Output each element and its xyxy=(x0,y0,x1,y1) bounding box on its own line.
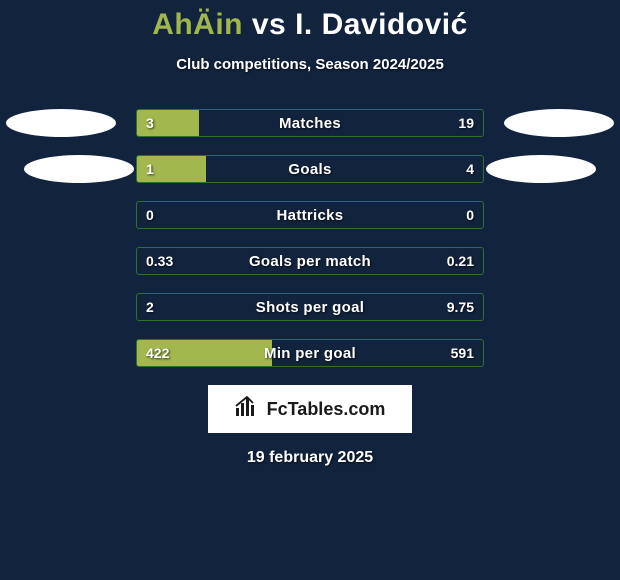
stat-value-left: 0.33 xyxy=(136,247,183,275)
stat-bar: Goals per match xyxy=(136,247,484,275)
stat-bar: Min per goal xyxy=(136,339,484,367)
stat-bar: Hattricks xyxy=(136,201,484,229)
stat-value-left: 0 xyxy=(136,201,164,229)
comparison-rows: Matches3 19 Goals1 4 Hattricks0 0 Goals per ma… xyxy=(0,109,620,367)
comparison-row: Hattricks0 0 xyxy=(0,201,620,229)
comparison-row: Goals per match0.33 0.21 xyxy=(0,247,620,275)
stat-bar: Matches xyxy=(136,109,484,137)
stat-value-right: 0.21 xyxy=(437,247,484,275)
player2-name: I. Davidović xyxy=(295,8,468,41)
stat-label: Matches xyxy=(137,110,483,136)
player2-badge-oval xyxy=(504,109,614,137)
comparison-row: Goals1 4 xyxy=(0,155,620,183)
stat-bar: Shots per goal xyxy=(136,293,484,321)
logo-text: FcTables.com xyxy=(267,399,386,420)
stat-label: Goals per match xyxy=(137,248,483,274)
stat-label: Shots per goal xyxy=(137,294,483,320)
comparison-infographic: AhÄin vs I. Davidović Club competitions,… xyxy=(0,0,620,580)
stat-value-right: 19 xyxy=(448,109,484,137)
logo-box: FcTables.com xyxy=(208,385,412,433)
stat-value-right: 4 xyxy=(456,155,484,183)
stat-value-left: 3 xyxy=(136,109,164,137)
chart-bars-icon xyxy=(235,396,261,423)
player1-badge-oval xyxy=(24,155,134,183)
vs-text: vs xyxy=(252,8,286,41)
player1-badge-oval xyxy=(6,109,116,137)
stat-value-left: 2 xyxy=(136,293,164,321)
stat-label: Hattricks xyxy=(137,202,483,228)
comparison-row: Min per goal422 591 xyxy=(0,339,620,367)
subtitle: Club competitions, Season 2024/2025 xyxy=(0,56,620,73)
player2-badge-oval xyxy=(486,155,596,183)
stat-value-right: 0 xyxy=(456,201,484,229)
stat-value-right: 9.75 xyxy=(437,293,484,321)
stat-value-left: 422 xyxy=(136,339,179,367)
stat-label: Min per goal xyxy=(137,340,483,366)
stat-label: Goals xyxy=(137,156,483,182)
date-text: 19 february 2025 xyxy=(0,449,620,467)
comparison-row: Matches3 19 xyxy=(0,109,620,137)
comparison-row: Shots per goal2 9.75 xyxy=(0,293,620,321)
page-title: AhÄin vs I. Davidović xyxy=(0,8,620,42)
player1-name: AhÄin xyxy=(152,8,243,41)
stat-bar: Goals xyxy=(136,155,484,183)
stat-value-left: 1 xyxy=(136,155,164,183)
stat-value-right: 591 xyxy=(441,339,484,367)
